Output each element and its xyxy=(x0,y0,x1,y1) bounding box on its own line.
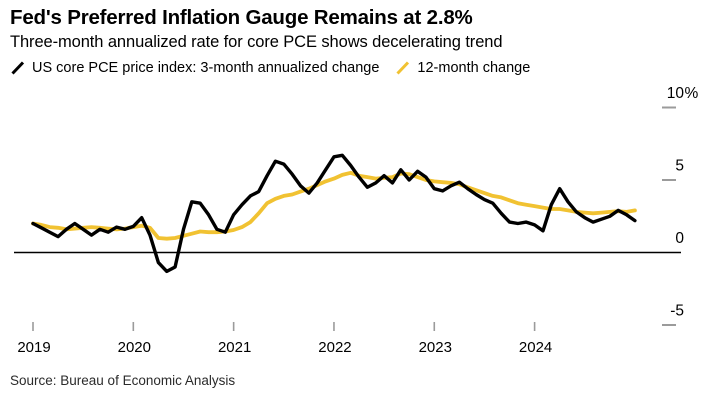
chart-title: Fed's Preferred Inflation Gauge Remains … xyxy=(10,6,473,29)
x-axis-label: 2019 xyxy=(17,339,50,356)
legend-slash-icon xyxy=(396,61,410,75)
legend-item-3-month: US core PCE price index: 3-month annuali… xyxy=(10,60,379,76)
legend-label: US core PCE price index: 3-month annuali… xyxy=(32,60,380,76)
legend: US core PCE price index: 3-month annuali… xyxy=(10,60,530,76)
x-axis-label: 2022 xyxy=(318,339,351,356)
series-line-3-month-annualized xyxy=(31,153,637,274)
x-axis-label: 2024 xyxy=(519,339,552,356)
legend-item-12-month: 12-month change xyxy=(395,60,530,76)
y-axis-label: 5 xyxy=(675,158,684,175)
y-axis-label: 10 xyxy=(667,85,685,102)
x-axis-label: 2023 xyxy=(419,339,452,356)
legend-slash-icon xyxy=(11,61,25,75)
y-axis-label: -5 xyxy=(670,303,684,320)
y-axis-label: 0 xyxy=(675,230,684,247)
chart-subtitle: Three-month annualized rate for core PCE… xyxy=(10,33,503,51)
x-axis-label: 2020 xyxy=(118,339,151,356)
y-axis-unit-label: % xyxy=(685,85,699,102)
x-axis-label: 2021 xyxy=(218,339,251,356)
legend-label: 12-month change xyxy=(417,60,531,76)
source-note: Source: Bureau of Economic Analysis xyxy=(10,373,236,388)
